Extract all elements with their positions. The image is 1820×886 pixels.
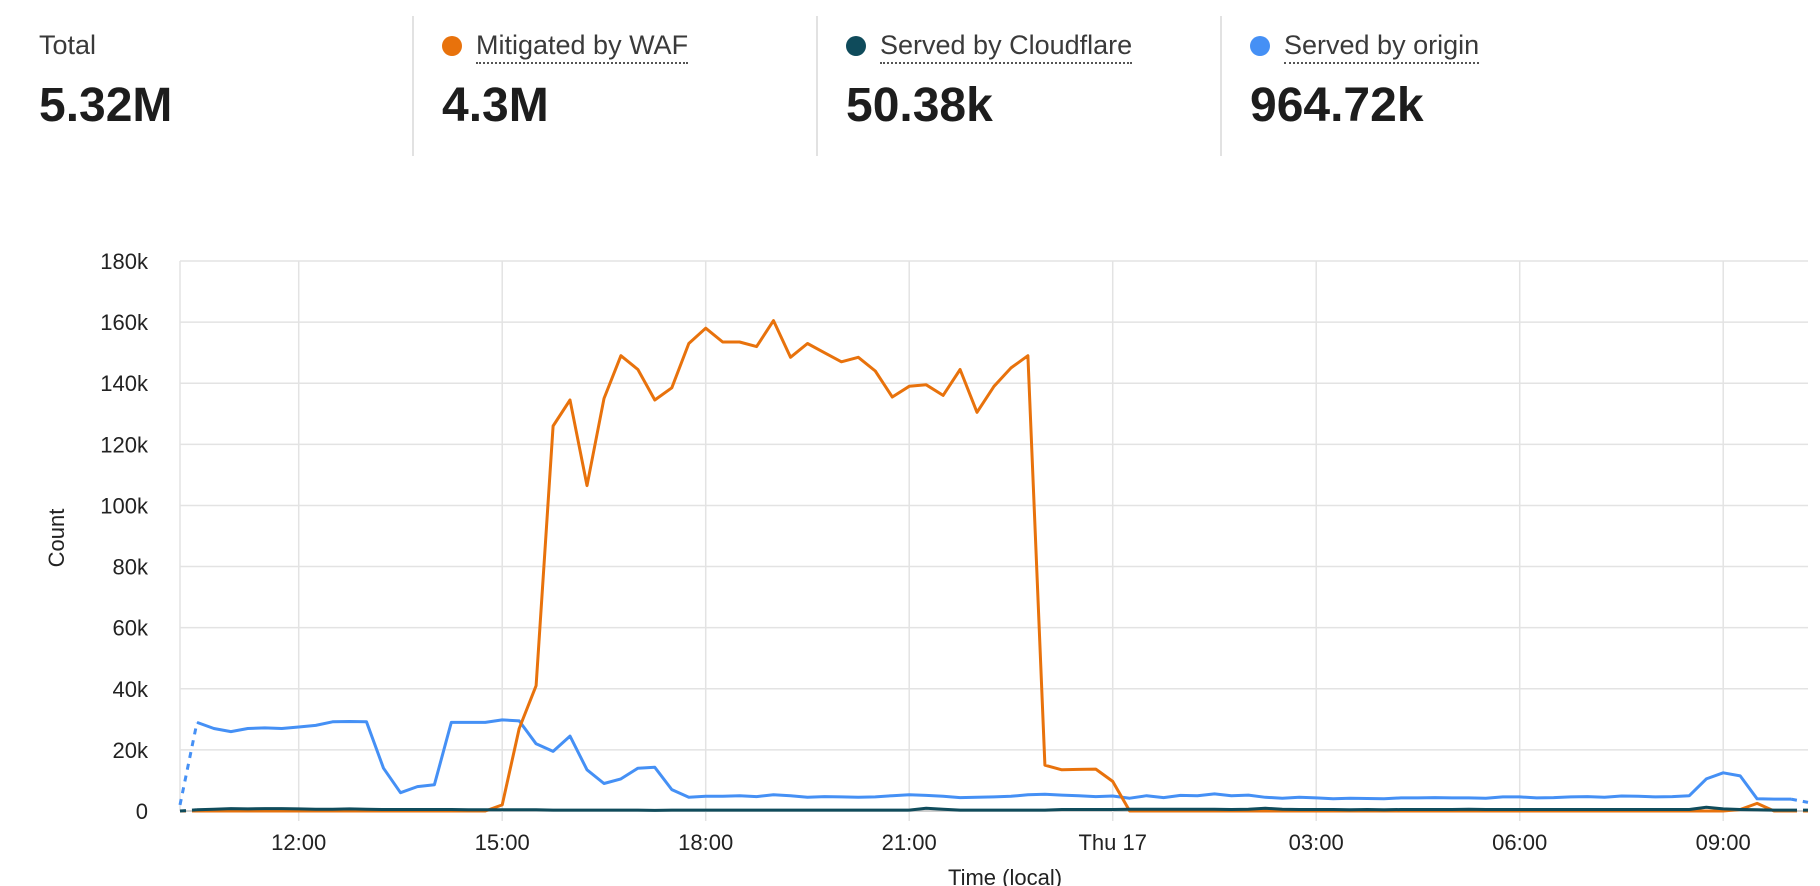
- series-line-partial-start: [179, 808, 198, 813]
- x-tick-label: 18:00: [678, 830, 733, 855]
- series-served-by-cloudflare: [179, 805, 1808, 813]
- y-axis-label: Count: [44, 509, 69, 568]
- y-tick-label: 0: [136, 799, 148, 824]
- series-served-by-origin: [178, 718, 1809, 806]
- y-tick-label: 20k: [113, 738, 149, 763]
- y-tick-label: 40k: [113, 677, 149, 702]
- x-tick-label: 12:00: [271, 830, 326, 855]
- series-line-partial-end: [1790, 797, 1809, 804]
- stat-total-label: Total: [39, 30, 97, 60]
- series-line-partial-start: [178, 722, 199, 806]
- stat-divider: [1220, 16, 1222, 156]
- y-tick-label: 140k: [100, 371, 149, 396]
- stat-total-value: 5.32M: [39, 79, 173, 132]
- x-tick-label: 03:00: [1289, 830, 1344, 855]
- waf-legend-dot-icon: [442, 36, 462, 56]
- stat-origin-label[interactable]: Served by origin: [1250, 30, 1480, 64]
- stat-waf-label[interactable]: Mitigated by WAF: [442, 30, 689, 64]
- chart-grid: [179, 260, 1808, 821]
- y-tick-label: 60k: [113, 616, 149, 641]
- x-tick-label: 06:00: [1492, 830, 1547, 855]
- stat-cloudflare-label[interactable]: Served by Cloudflare: [846, 30, 1133, 64]
- y-tick-label: 120k: [100, 432, 149, 457]
- origin-legend-dot-icon: [1250, 36, 1270, 56]
- series-line: [196, 805, 1791, 812]
- y-tick-label: 180k: [100, 249, 149, 274]
- y-tick-label: 80k: [113, 555, 149, 580]
- y-axis-ticks: 0 20k 40k 60k 80k 100k 120k 140k 160k 180k: [100, 249, 149, 824]
- x-tick-label: 15:00: [475, 830, 530, 855]
- stat-divider: [412, 16, 414, 156]
- series-line: [196, 718, 1791, 801]
- summary-stats: Total 5.32M Mitigated by WAF 4.3M Served…: [0, 0, 1820, 160]
- series-line: [197, 319, 1791, 813]
- stat-cloudflare-value: 50.38k: [846, 79, 993, 132]
- y-tick-label: 160k: [100, 310, 149, 335]
- x-tick-label: 21:00: [882, 830, 937, 855]
- x-tick-label: Thu 17: [1078, 830, 1147, 855]
- chart-series: [178, 319, 1809, 813]
- stat-divider: [816, 16, 818, 156]
- y-tick-label: 100k: [100, 493, 149, 518]
- x-axis-ticks: 12:00 15:00 18:00 21:00 Thu 17 03:00 06:00 09:0…: [271, 830, 1751, 855]
- stat-origin-value: 964.72k: [1250, 79, 1424, 132]
- x-tick-label: 09:00: [1696, 830, 1751, 855]
- cloudflare-legend-dot-icon: [846, 36, 866, 56]
- stat-waf-value: 4.3M: [442, 79, 549, 132]
- x-axis-label: Time (local): [948, 865, 1062, 886]
- series-mitigated-by-waf: [180, 319, 1808, 813]
